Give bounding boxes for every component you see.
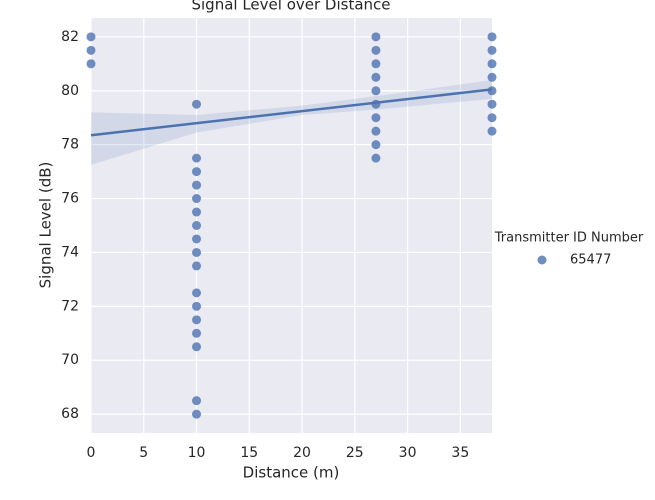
point — [487, 45, 497, 55]
point — [371, 45, 381, 55]
x-tick-label: 0 — [87, 445, 96, 461]
point — [192, 234, 202, 244]
x-tick-label: 20 — [293, 445, 311, 461]
point — [192, 301, 202, 311]
point — [86, 45, 96, 55]
y-tick-label: 78 — [61, 137, 79, 153]
point — [192, 342, 202, 352]
point — [371, 72, 381, 82]
point — [192, 261, 202, 271]
point — [192, 396, 202, 406]
point — [192, 194, 202, 204]
point — [192, 207, 202, 217]
point — [487, 113, 497, 123]
point — [487, 32, 497, 42]
y-tick-label: 68 — [61, 406, 79, 422]
legend-label: 65477 — [570, 253, 611, 268]
point — [192, 99, 202, 109]
point — [86, 59, 96, 69]
marks — [86, 32, 497, 419]
legend-marker — [537, 255, 547, 265]
x-tick-label: 30 — [399, 445, 417, 461]
regression-line — [90, 88, 493, 137]
point — [487, 59, 497, 69]
y-tick-label: 72 — [61, 298, 79, 314]
point — [192, 288, 202, 298]
x-tick-label: 5 — [139, 445, 148, 461]
point — [192, 221, 202, 230]
point — [487, 126, 497, 136]
grid — [90, 18, 492, 433]
point — [192, 247, 202, 257]
point — [371, 153, 381, 163]
point — [192, 180, 202, 190]
x-tick-label: 35 — [451, 445, 469, 461]
point — [487, 99, 497, 109]
y-axis-label: Signal Level (dB) — [37, 162, 55, 289]
point — [371, 126, 381, 136]
legend-title: Transmitter ID Number — [494, 231, 644, 246]
point — [192, 315, 202, 325]
point — [192, 167, 202, 177]
x-axis-label: Distance (m) — [243, 464, 340, 482]
point — [192, 328, 202, 338]
point — [371, 59, 381, 69]
point — [371, 113, 381, 123]
point — [371, 86, 381, 96]
x-tick-label: 10 — [188, 445, 206, 461]
x-tick-label: 15 — [240, 445, 258, 461]
y-tick-label: 82 — [61, 29, 79, 45]
y-tick-label: 74 — [61, 244, 79, 260]
point — [192, 409, 202, 419]
y-tick-label: 70 — [61, 352, 79, 368]
point — [86, 32, 96, 42]
y-tick-label: 76 — [61, 191, 79, 207]
point — [487, 72, 497, 82]
point — [192, 153, 202, 163]
point — [371, 32, 381, 42]
point — [371, 140, 381, 150]
chart-title: Signal Level over Distance — [191, 0, 390, 14]
y-tick-label: 80 — [61, 83, 79, 99]
x-tick-label: 25 — [346, 445, 364, 461]
plot-area — [91, 18, 492, 433]
